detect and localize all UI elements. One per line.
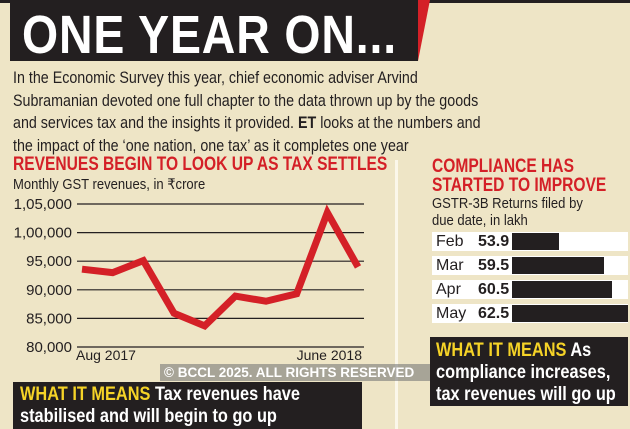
wim-text: Tax revenues have bbox=[154, 384, 300, 405]
intro-line-text: and services tax and the insights it pro… bbox=[13, 113, 298, 132]
bar-row: Apr 60.5 bbox=[432, 280, 628, 299]
intro-line: the impact of the ‘one nation, one tax’ … bbox=[13, 135, 409, 155]
bar-value-label: 53.9 bbox=[478, 233, 510, 250]
intro-line-tail: looks at the numbers and bbox=[316, 113, 481, 132]
line-chart-title: REVENUES BEGIN TO LOOK UP AS TAX SETTLES bbox=[13, 154, 388, 175]
watermark-band bbox=[160, 364, 430, 381]
bar-value-label: 60.5 bbox=[478, 281, 510, 298]
wim-label: WHAT IT MEANS bbox=[20, 384, 151, 405]
y-tick-label: 80,000 bbox=[26, 339, 72, 356]
wim-line: WHAT IT MEANS As bbox=[436, 340, 601, 362]
bar-value-label: 62.5 bbox=[478, 305, 510, 322]
bar-chart-title-line: COMPLIANCE HAS bbox=[432, 156, 574, 177]
y-tick-label: 90,000 bbox=[26, 282, 72, 299]
bar-value-label: 59.5 bbox=[478, 257, 510, 274]
intro-line: In the Economic Survey this year, chief … bbox=[13, 68, 418, 87]
wim-line: WHAT IT MEANS Tax revenues have bbox=[20, 384, 314, 406]
bar-category-label: Mar bbox=[436, 257, 464, 274]
wim-text: As bbox=[570, 340, 592, 361]
bar-chart-subtitle-line: GSTR-3B Returns filed by bbox=[432, 196, 583, 212]
what-it-means-right: WHAT IT MEANS As compliance increases, t… bbox=[430, 337, 628, 406]
bar-category-label: Feb bbox=[436, 233, 464, 250]
bar-row: Feb 53.9 bbox=[432, 232, 628, 251]
bar bbox=[512, 257, 604, 274]
intro-bold: ET bbox=[297, 113, 317, 132]
wim-text: tax revenues will go up bbox=[436, 384, 616, 405]
column-divider bbox=[395, 160, 398, 429]
bar bbox=[512, 233, 560, 250]
bar-chart-subtitle: GSTR-3B Returns filed by due date, in la… bbox=[432, 196, 583, 230]
intro-line: Subramanian devoted one full chapter to … bbox=[13, 90, 479, 110]
red-accent-triangle bbox=[418, 0, 430, 61]
intro-text: In the Economic Survey this year, chief … bbox=[13, 67, 481, 157]
y-tick-label: 1,05,000 bbox=[14, 196, 72, 213]
line-chart-subtitle: Monthly GST revenues, in ₹crore bbox=[13, 177, 206, 193]
bar-chart-title: COMPLIANCE HAS STARTED TO IMPROVE bbox=[432, 157, 606, 195]
line-chart: 1,05,000 1,00,000 95,000 90,000 85,000 80,000… bbox=[14, 196, 364, 363]
bar-row: Mar 59.5 bbox=[432, 256, 628, 275]
revenue-line bbox=[81, 204, 362, 330]
bar-category-label: Apr bbox=[436, 281, 461, 298]
bar bbox=[512, 281, 612, 298]
page-title: ONE YEAR ON... bbox=[22, 5, 398, 65]
wim-text: stabilised and will begin to go up bbox=[20, 406, 277, 427]
y-tick-label: 85,000 bbox=[26, 310, 72, 327]
bar-chart-title-line: STARTED TO IMPROVE bbox=[432, 175, 607, 196]
bar-row: May 62.5 bbox=[432, 304, 628, 323]
x-tick-label: June 2018 bbox=[297, 347, 363, 363]
wim-label: WHAT IT MEANS bbox=[436, 340, 567, 361]
bar-category-label: May bbox=[436, 305, 467, 322]
y-tick-label: 1,00,000 bbox=[14, 225, 72, 242]
intro-line: and services tax and the insights it pro… bbox=[13, 112, 481, 135]
wim-text: compliance increases, bbox=[436, 362, 611, 383]
bar-chart-subtitle-line: due date, in lakh bbox=[432, 213, 528, 229]
watermark-text: © BCCL 2025. ALL RIGHTS RESERVED bbox=[164, 365, 415, 380]
title-box bbox=[10, 0, 418, 61]
y-tick-label: 95,000 bbox=[26, 253, 72, 270]
what-it-means-left: WHAT IT MEANS Tax revenues have stabilis… bbox=[13, 382, 362, 429]
x-tick-label: Aug 2017 bbox=[76, 347, 136, 363]
bar bbox=[512, 305, 628, 322]
